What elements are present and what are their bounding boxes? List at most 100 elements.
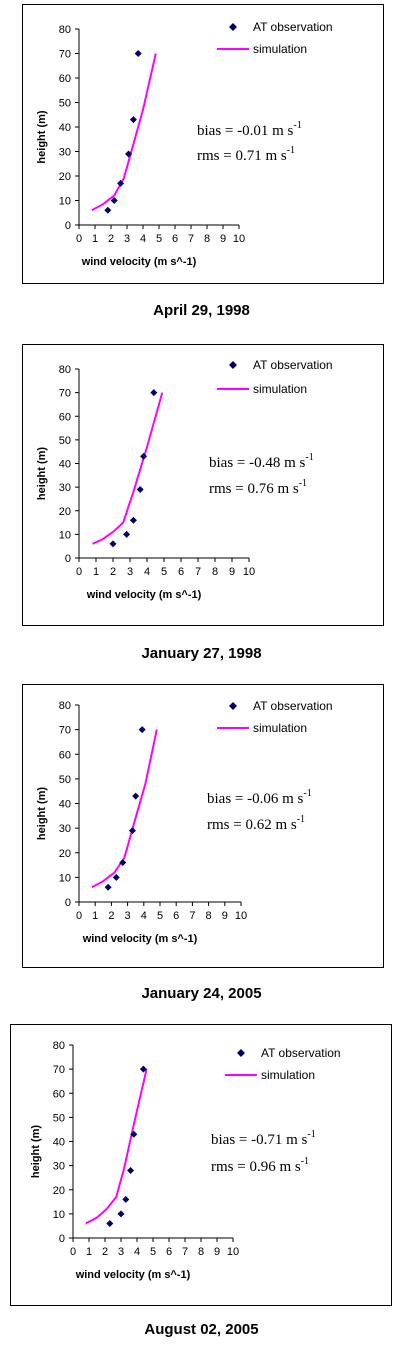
observation-point [138,726,146,734]
legend-observation-label: AT observation [253,358,333,372]
y-tick-label: 20 [59,506,71,518]
legend-simulation-label: simulation [261,1068,315,1082]
x-tick-label: 8 [198,1246,204,1258]
y-tick-label: 60 [53,1088,65,1100]
chart-caption-1: April 29, 1998 [153,302,250,319]
x-tick-label: 6 [166,1246,172,1258]
x-tick-label: 10 [233,233,245,245]
x-tick-label: 8 [212,566,218,578]
x-tick-label: 0 [76,566,82,578]
observation-point [136,485,144,493]
legend-observation-marker [229,702,237,710]
x-tick-label: 4 [140,233,146,245]
observation-point [130,1130,138,1138]
y-axis-title: height (m) [36,447,48,500]
rms-stat: rms = 0.62 m s-1 [207,814,305,833]
observation-point [127,1166,135,1174]
x-tick-label: 1 [92,233,98,245]
x-tick-label: 4 [141,910,147,922]
x-tick-label: 9 [229,566,235,578]
y-tick-label: 70 [59,49,71,61]
y-tick-label: 30 [59,823,71,835]
x-tick-label: 1 [86,1246,92,1258]
legend-observation-label: AT observation [253,20,333,34]
y-tick-label: 70 [53,1064,65,1076]
simulation-line [91,729,158,889]
simulation-line [91,53,157,212]
x-tick-label: 1 [92,910,98,922]
chart-caption-2: January 27, 1998 [141,645,262,662]
y-tick-label: 70 [59,388,71,400]
x-tick-label: 9 [222,910,228,922]
observation-point [134,50,142,57]
observation-point [129,516,137,524]
y-tick-label: 0 [65,220,71,232]
chart-caption-4: August 02, 2005 [144,1321,259,1338]
y-tick-label: 30 [59,482,71,494]
y-tick-label: 50 [53,1112,65,1124]
observation-point [109,540,117,548]
x-axis-title: wind velocity (m s^-1) [82,933,198,945]
observation-point [104,883,112,891]
y-tick-label: 10 [59,872,71,884]
x-tick-label: 1 [93,566,99,578]
observation-point [117,1210,125,1218]
x-tick-label: 2 [108,910,114,922]
x-tick-label: 5 [157,910,163,922]
rms-stat: rms = 0.76 m s-1 [209,478,307,497]
y-tick-label: 60 [59,749,71,761]
x-tick-label: 2 [108,233,114,245]
x-tick-label: 5 [150,1246,156,1258]
x-axis-title: wind velocity (m s^-1) [86,589,202,601]
x-tick-label: 8 [204,233,210,245]
y-axis-title: height (m) [36,787,48,840]
observation-point [139,1065,147,1073]
y-tick-label: 40 [59,122,71,134]
y-tick-label: 30 [53,1161,65,1173]
x-tick-label: 7 [195,566,201,578]
x-tick-label: 9 [214,1246,220,1258]
legend-observation-label: AT observation [253,699,333,713]
observation-point [119,859,127,867]
y-tick-label: 0 [65,897,71,909]
bias-stat: bias = -0.01 m s-1 [197,120,302,139]
x-tick-label: 3 [127,566,133,578]
chart-panel-3: 0 10 20 30 40 50 60 70 80 0 1 2 3 4 5 6 7 8 9 10 wind veloci… [22,684,384,968]
simulation-line [85,1068,148,1225]
observation-point [123,530,131,538]
y-tick-label: 10 [59,529,71,541]
x-tick-label: 5 [161,566,167,578]
y-tick-label: 10 [53,1209,65,1221]
y-tick-label: 20 [59,171,71,183]
y-tick-label: 80 [59,700,71,712]
x-tick-label: 0 [70,1246,76,1258]
x-tick-label: 4 [144,566,150,578]
y-tick-label: 50 [59,774,71,786]
x-tick-label: 2 [110,566,116,578]
bias-stat: bias = -0.06 m s-1 [207,788,312,807]
rms-stat: rms = 0.71 m s-1 [197,145,295,164]
legend-observation-marker [237,1049,245,1057]
x-tick-label: 3 [124,233,130,245]
x-tick-label: 0 [76,233,82,245]
y-tick-label: 40 [59,799,71,811]
x-tick-label: 6 [178,566,184,578]
observation-point [122,1195,130,1203]
x-axis-title: wind velocity (m s^-1) [81,256,197,268]
chart-panel-2: 0 10 20 30 40 50 60 70 80 0 1 2 3 4 5 6 7 8 9 10 wind veloci… [22,344,384,626]
y-tick-label: 80 [59,364,71,376]
y-tick-label: 30 [59,147,71,159]
x-tick-label: 6 [172,233,178,245]
x-tick-label: 8 [206,910,212,922]
bias-stat: bias = -0.48 m s-1 [209,452,314,471]
x-tick-label: 10 [243,566,255,578]
observation-point [104,206,112,214]
legend-simulation-label: simulation [253,42,307,56]
x-tick-label: 4 [134,1246,140,1258]
observation-point [150,389,158,397]
legend-observation-label: AT observation [261,1046,341,1060]
y-tick-label: 60 [59,411,71,423]
observation-point [117,179,125,187]
